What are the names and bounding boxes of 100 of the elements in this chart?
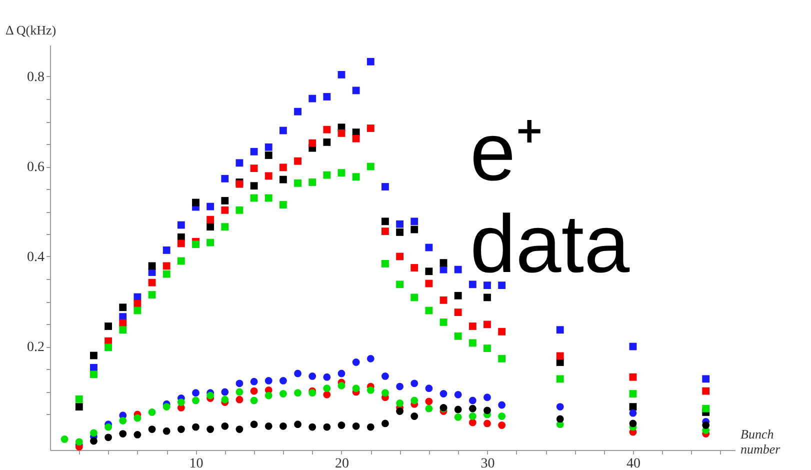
point xyxy=(410,218,418,226)
point xyxy=(352,86,360,94)
point xyxy=(425,268,433,276)
point xyxy=(90,429,98,437)
point xyxy=(250,148,258,156)
point xyxy=(236,206,244,214)
point xyxy=(629,373,637,381)
point xyxy=(148,262,156,270)
point xyxy=(206,223,214,231)
point xyxy=(192,423,200,431)
point xyxy=(206,426,214,433)
point xyxy=(425,306,433,314)
point xyxy=(323,423,331,431)
point xyxy=(468,396,476,404)
point xyxy=(352,384,360,392)
point xyxy=(206,202,214,210)
point xyxy=(352,134,360,142)
point xyxy=(323,390,331,398)
point xyxy=(90,437,98,445)
point xyxy=(308,178,316,186)
point xyxy=(498,422,506,429)
point xyxy=(366,354,374,362)
point xyxy=(279,126,287,134)
point xyxy=(221,223,229,231)
point xyxy=(468,418,476,426)
point xyxy=(382,228,389,236)
point xyxy=(396,228,404,236)
point xyxy=(454,266,462,274)
y-tick-label: 0.6 xyxy=(27,160,44,175)
point xyxy=(90,352,98,360)
point xyxy=(134,306,142,314)
point xyxy=(323,93,331,100)
point xyxy=(177,257,185,265)
point xyxy=(498,328,506,336)
point xyxy=(134,300,142,308)
point xyxy=(75,395,83,403)
annotation: e⁺ data xyxy=(470,107,630,290)
point xyxy=(119,304,127,312)
point xyxy=(279,201,287,208)
point xyxy=(134,414,142,422)
x-tick-label: 40 xyxy=(626,456,640,470)
point xyxy=(366,58,374,66)
point xyxy=(192,198,200,206)
point xyxy=(454,390,462,398)
point xyxy=(264,377,272,384)
point xyxy=(484,320,491,328)
point xyxy=(338,370,346,378)
point xyxy=(308,372,316,380)
point xyxy=(60,436,68,443)
point xyxy=(468,280,476,288)
point xyxy=(294,389,302,397)
point xyxy=(308,94,316,102)
point xyxy=(75,403,83,411)
point xyxy=(279,377,287,384)
point xyxy=(104,344,112,352)
point xyxy=(338,70,346,78)
point xyxy=(162,262,170,270)
point xyxy=(440,318,448,326)
point xyxy=(629,409,637,417)
y-axis-title: Δ Q(kHz) xyxy=(6,22,56,38)
point xyxy=(468,404,476,412)
point xyxy=(134,431,142,438)
point xyxy=(498,282,506,290)
point xyxy=(308,423,316,431)
point xyxy=(323,171,331,179)
point xyxy=(148,426,156,433)
point xyxy=(236,159,244,167)
point xyxy=(250,396,258,404)
point xyxy=(498,354,506,362)
point xyxy=(425,398,433,406)
point xyxy=(148,408,156,416)
point xyxy=(352,358,360,366)
point xyxy=(294,179,302,187)
point xyxy=(484,294,491,302)
point xyxy=(250,182,258,190)
point xyxy=(250,164,258,172)
point xyxy=(338,422,346,429)
x-tick-label: 20 xyxy=(334,456,349,470)
point xyxy=(338,382,346,390)
point xyxy=(498,401,506,409)
point xyxy=(294,370,302,378)
point xyxy=(104,322,112,330)
point xyxy=(468,339,476,347)
point xyxy=(177,221,185,229)
point xyxy=(366,124,374,132)
point xyxy=(264,152,272,159)
point xyxy=(323,138,331,146)
point xyxy=(454,308,462,316)
point xyxy=(382,389,389,397)
x-axis-title: Bunch number xyxy=(740,426,782,456)
point xyxy=(498,412,506,420)
point xyxy=(250,194,258,202)
point xyxy=(454,413,462,421)
y-tick-label: 0.8 xyxy=(27,70,44,85)
point xyxy=(119,326,127,334)
point xyxy=(440,259,448,267)
point xyxy=(323,384,331,392)
point xyxy=(250,378,258,386)
point xyxy=(629,420,637,428)
point xyxy=(702,422,710,429)
